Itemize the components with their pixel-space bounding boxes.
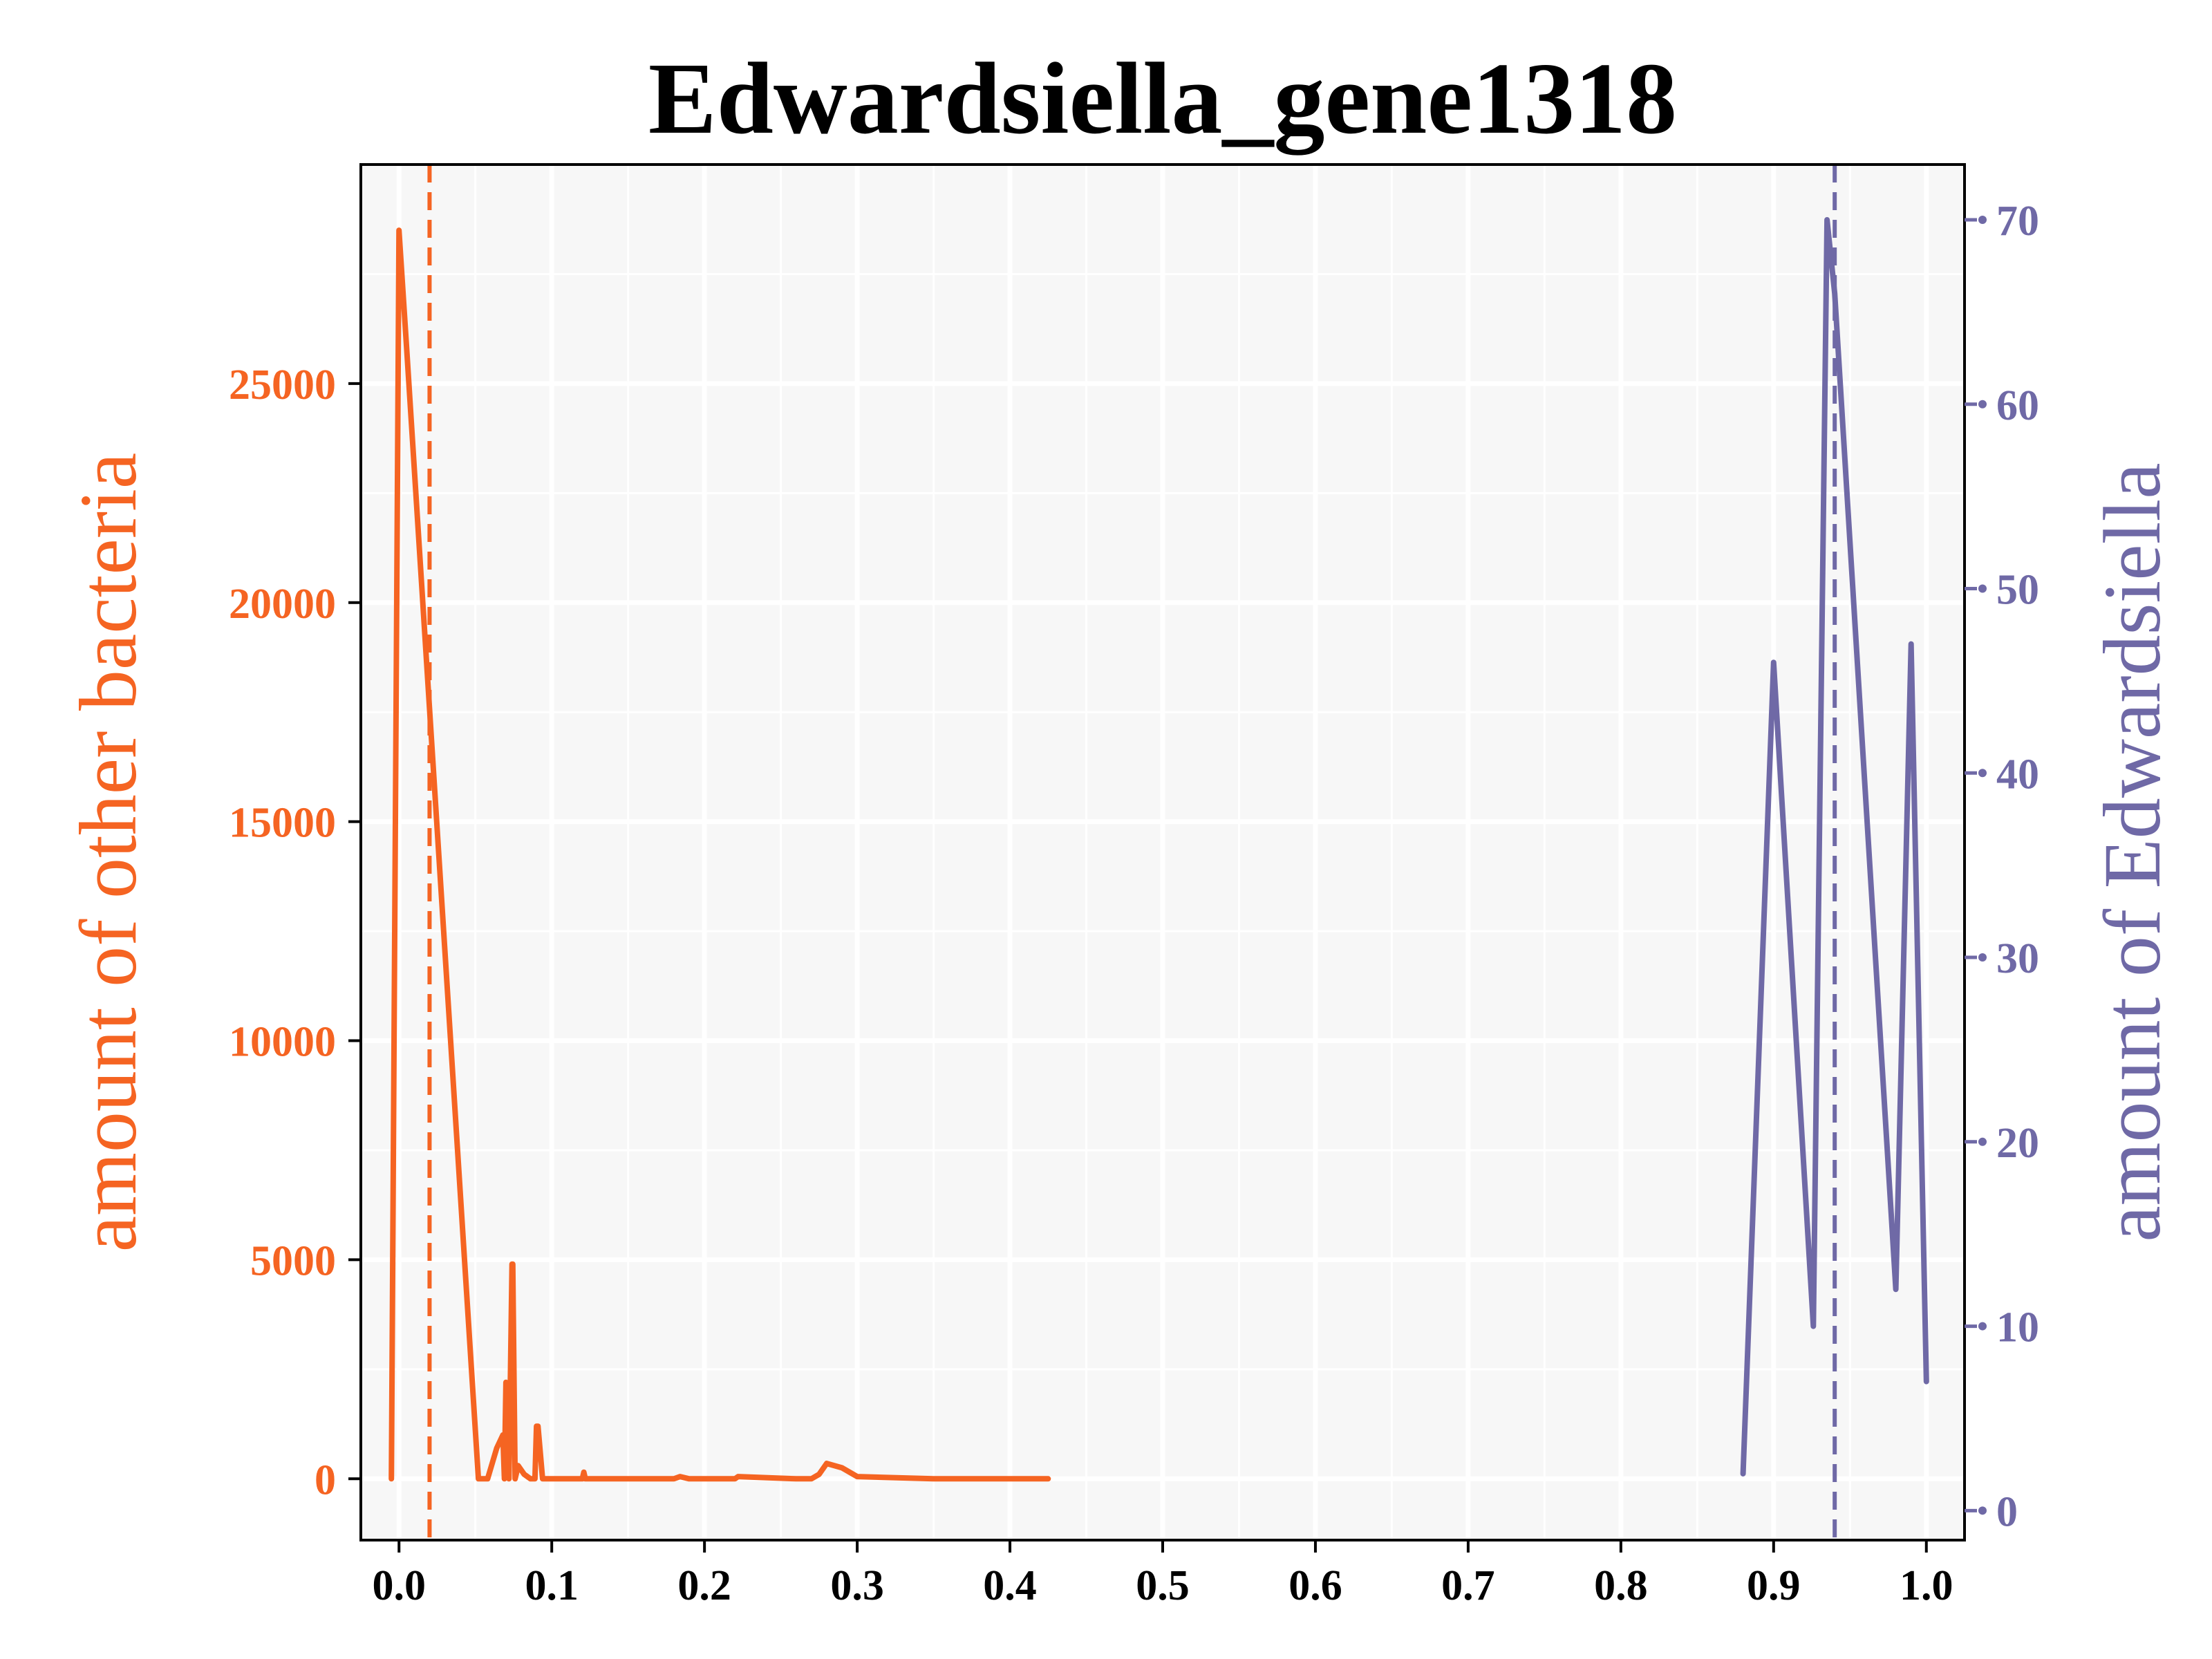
y-right-tick-dot <box>1978 953 1987 962</box>
y-right-tick-label: 10 <box>1996 1304 2039 1351</box>
y-right-tick-dot <box>1978 1137 1987 1146</box>
y-right-tick-label: 40 <box>1996 751 2039 798</box>
y-left-tick-label: 15000 <box>229 800 336 847</box>
x-tick-label: 0.3 <box>830 1562 884 1609</box>
y-right-tick-dot <box>1978 1322 1987 1331</box>
x-tick-label: 0.8 <box>1594 1562 1648 1609</box>
x-tick-label: 0.9 <box>1747 1562 1801 1609</box>
x-tick-label: 0.5 <box>1136 1562 1190 1609</box>
grid <box>361 165 1965 1540</box>
y-left-tick-label: 10000 <box>229 1019 336 1066</box>
threshold-lines <box>427 165 1837 1540</box>
y-right-tick-dot <box>1978 1506 1987 1515</box>
x-tick-label: 0.2 <box>677 1562 731 1609</box>
series-line-other-bacteria <box>388 227 1051 1482</box>
chart-title: Edwardsiella_gene1318 <box>648 42 1677 156</box>
x-tick-label: 0.1 <box>525 1562 579 1609</box>
series-layer <box>388 217 1929 1482</box>
x-tick-label: 0.4 <box>983 1562 1037 1609</box>
ticks: 0.0 0.1 0.2 0.3 0.4 0.5 0.6 0.7 0.8 0.9 1.0 0 5000 10… <box>229 198 2039 1609</box>
y-right-tick-label: 20 <box>1996 1120 2039 1167</box>
series-line-edwardsiella <box>1740 217 1929 1477</box>
x-tick-label: 1.0 <box>1900 1562 1953 1609</box>
y-right-tick-label: 70 <box>1996 198 2039 245</box>
y-axis-right-label: amount of Edwardsiella <box>2087 462 2177 1241</box>
y-right-tick-dot <box>1978 216 1987 225</box>
y-right-tick-label: 30 <box>1996 935 2039 982</box>
y-left-tick-label: 25000 <box>229 362 336 409</box>
y-left-tick-label: 0 <box>315 1456 336 1503</box>
y-right-tick-dot <box>1978 584 1987 593</box>
y-right-tick-label: 0 <box>1996 1488 2018 1535</box>
y-axis-left-label: amount of other bacteria <box>63 453 153 1253</box>
y-right-tick-dot <box>1978 769 1987 778</box>
x-tick-label: 0.6 <box>1288 1562 1342 1609</box>
y-left-tick-label: 5000 <box>250 1237 336 1284</box>
y-right-tick-dot <box>1978 400 1987 409</box>
x-tick-label: 0.0 <box>372 1562 426 1609</box>
x-tick-label: 0.7 <box>1441 1562 1495 1609</box>
y-left-tick-label: 20000 <box>229 581 336 628</box>
y-right-tick-label: 60 <box>1996 382 2039 429</box>
y-right-tick-label: 50 <box>1996 567 2039 614</box>
